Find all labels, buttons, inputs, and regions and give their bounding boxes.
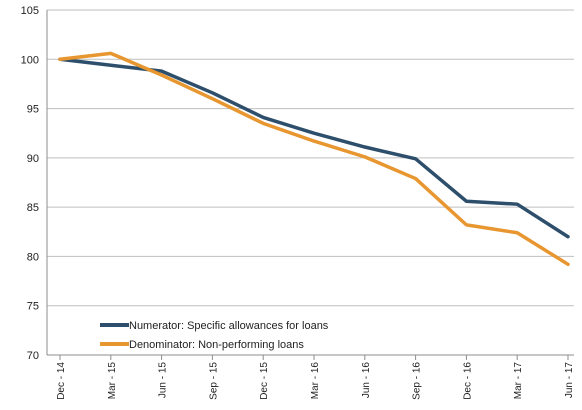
data-point — [110, 64, 112, 66]
data-point — [516, 232, 518, 234]
axes — [46, 10, 574, 360]
data-point — [465, 200, 467, 202]
y-tick-label: 85 — [27, 202, 39, 214]
data-point — [110, 52, 112, 54]
legend-label-1: Numerator: Specific allowances for loans — [129, 320, 329, 332]
series-lines — [58, 51, 570, 267]
data-point — [262, 116, 264, 118]
x-tick-label: Dec - 14 — [56, 362, 67, 400]
data-point — [415, 158, 417, 160]
data-point — [465, 224, 467, 226]
data-point — [313, 140, 315, 142]
x-tick-label: Jun - 17 — [564, 362, 575, 399]
x-tick-label: Mar - 15 — [107, 362, 118, 400]
y-tick-label: 100 — [21, 54, 39, 66]
x-tick-label: Dec - 15 — [259, 362, 270, 400]
y-axis-tick-labels: 70 75 80 85 90 95 100 105 — [21, 5, 39, 362]
data-point — [415, 178, 417, 180]
gridlines — [47, 9, 574, 307]
y-tick-label: 90 — [27, 153, 39, 165]
y-tick-label: 80 — [27, 251, 39, 263]
x-axis-tick-labels: Dec - 14 Mar - 15 Jun - 15 Sep - 15 Dec - 15… — [56, 362, 575, 400]
x-tick-label: Jun - 15 — [158, 362, 169, 399]
data-point — [211, 92, 213, 94]
x-tick-label: Sep - 15 — [208, 362, 219, 400]
data-point — [364, 156, 366, 158]
y-tick-label: 75 — [27, 301, 39, 313]
data-point — [364, 146, 366, 148]
data-point — [161, 70, 163, 72]
data-point — [313, 132, 315, 134]
y-tick-label: 105 — [21, 5, 39, 17]
x-tick-label: Jun - 16 — [361, 362, 372, 399]
x-tick-label: Dec - 16 — [462, 362, 473, 400]
y-tick-label: 70 — [27, 350, 39, 362]
x-tick-label: Sep - 16 — [412, 362, 423, 400]
data-point — [567, 263, 569, 265]
legend: Numerator: Specific allowances for loans… — [100, 320, 329, 351]
data-point — [211, 98, 213, 100]
data-point — [262, 122, 264, 124]
data-point — [59, 58, 61, 60]
x-tick-label: Mar - 17 — [513, 362, 524, 400]
x-tick-label: Mar - 16 — [310, 362, 321, 400]
series-line-2 — [58, 51, 570, 267]
data-point — [516, 203, 518, 205]
data-point — [567, 236, 569, 238]
y-tick-label: 95 — [27, 104, 39, 116]
data-point — [161, 74, 163, 76]
series-line-1 — [58, 57, 570, 239]
legend-label-2: Denominator: Non-performing loans — [129, 339, 304, 351]
